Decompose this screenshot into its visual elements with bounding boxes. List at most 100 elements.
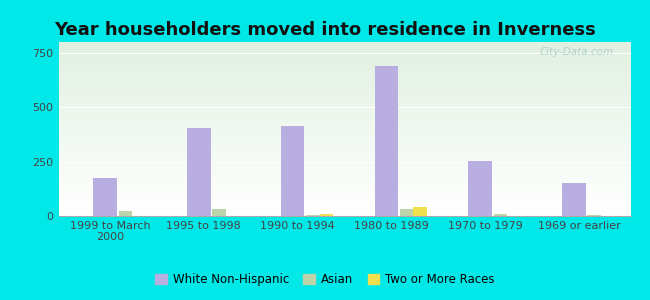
- Bar: [58, 69, 630, 70]
- Bar: [58, 186, 630, 187]
- Bar: [58, 212, 630, 213]
- Bar: [58, 100, 630, 101]
- Bar: [58, 155, 630, 156]
- Bar: [58, 115, 630, 116]
- Bar: [58, 187, 630, 188]
- Bar: [58, 99, 630, 100]
- Bar: [58, 172, 630, 173]
- Bar: [58, 62, 630, 63]
- Bar: [58, 200, 630, 201]
- Bar: [213, 209, 226, 216]
- Bar: [58, 104, 630, 105]
- Bar: [58, 112, 630, 113]
- Bar: [58, 76, 630, 77]
- Bar: [58, 44, 630, 45]
- Bar: [58, 58, 630, 59]
- Bar: [58, 118, 630, 119]
- Bar: [58, 173, 630, 174]
- Bar: [58, 122, 630, 123]
- Bar: [58, 113, 630, 114]
- Bar: [187, 128, 211, 216]
- Bar: [58, 47, 630, 48]
- Bar: [58, 132, 630, 133]
- Bar: [58, 138, 630, 139]
- Bar: [58, 137, 630, 138]
- Bar: [58, 64, 630, 65]
- Bar: [58, 159, 630, 160]
- Bar: [58, 146, 630, 147]
- Bar: [58, 126, 630, 127]
- Bar: [58, 163, 630, 164]
- Bar: [58, 45, 630, 46]
- Bar: [58, 87, 630, 88]
- Bar: [58, 183, 630, 184]
- Bar: [58, 213, 630, 214]
- Bar: [58, 116, 630, 117]
- Bar: [58, 120, 630, 121]
- Bar: [58, 121, 630, 122]
- Bar: [306, 215, 320, 216]
- Bar: [58, 206, 630, 207]
- Bar: [58, 204, 630, 205]
- Bar: [58, 141, 630, 142]
- Bar: [58, 171, 630, 172]
- Bar: [58, 167, 630, 168]
- Bar: [58, 85, 630, 86]
- Bar: [58, 166, 630, 167]
- Bar: [413, 207, 427, 216]
- Bar: [58, 198, 630, 199]
- Bar: [320, 214, 333, 216]
- Bar: [58, 181, 630, 182]
- Bar: [58, 110, 630, 111]
- Text: City-Data.com: City-Data.com: [540, 47, 614, 57]
- Bar: [58, 59, 630, 60]
- Bar: [58, 67, 630, 68]
- Bar: [281, 126, 304, 216]
- Bar: [58, 209, 630, 210]
- Bar: [58, 52, 630, 53]
- Bar: [58, 191, 630, 192]
- Bar: [58, 48, 630, 49]
- Bar: [58, 189, 630, 190]
- Bar: [58, 135, 630, 136]
- Bar: [58, 124, 630, 125]
- Bar: [58, 152, 630, 153]
- Bar: [58, 96, 630, 97]
- Bar: [58, 57, 630, 58]
- Bar: [58, 142, 630, 143]
- Bar: [58, 207, 630, 208]
- Bar: [58, 123, 630, 124]
- Bar: [58, 66, 630, 67]
- Bar: [93, 178, 117, 216]
- Bar: [58, 82, 630, 83]
- Bar: [58, 164, 630, 165]
- Legend: White Non-Hispanic, Asian, Two or More Races: White Non-Hispanic, Asian, Two or More R…: [151, 269, 499, 291]
- Bar: [58, 160, 630, 161]
- Bar: [58, 125, 630, 126]
- Bar: [58, 148, 630, 149]
- Bar: [58, 194, 630, 195]
- Bar: [58, 118, 630, 119]
- Bar: [468, 160, 492, 216]
- Bar: [493, 214, 507, 216]
- Bar: [58, 158, 630, 159]
- Bar: [58, 144, 630, 145]
- Bar: [58, 136, 630, 137]
- Bar: [58, 192, 630, 193]
- Bar: [58, 168, 630, 169]
- Bar: [58, 93, 630, 94]
- Bar: [58, 177, 630, 178]
- Bar: [58, 63, 630, 64]
- Bar: [58, 178, 630, 179]
- Bar: [58, 50, 630, 51]
- Bar: [58, 176, 630, 177]
- Bar: [58, 170, 630, 171]
- Bar: [58, 111, 630, 112]
- Bar: [58, 102, 630, 103]
- Bar: [58, 101, 630, 102]
- Bar: [58, 175, 630, 176]
- Text: Year householders moved into residence in Inverness: Year householders moved into residence i…: [54, 21, 596, 39]
- Bar: [58, 143, 630, 144]
- Bar: [58, 60, 630, 61]
- Bar: [58, 151, 630, 152]
